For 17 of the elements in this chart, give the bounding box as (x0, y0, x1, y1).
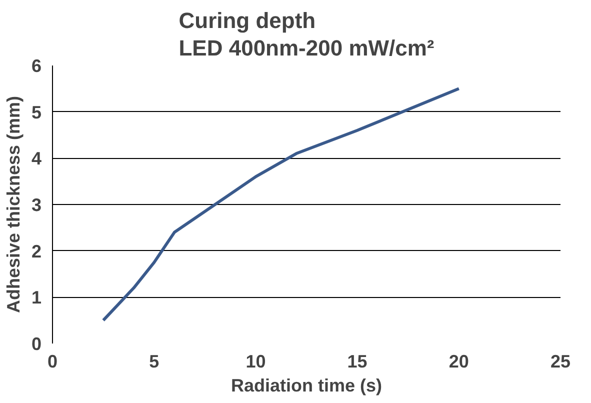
y-tick-label: 1 (31, 288, 42, 308)
x-tick-label: 10 (246, 352, 266, 372)
chart-title: Curing depth LED 400nm-200 mW/cm² (178, 8, 434, 60)
x-tick-label: 0 (47, 352, 58, 372)
y-tick-label: 0 (31, 334, 42, 354)
y-tick-label: 4 (31, 148, 42, 169)
x-axis-title: Radiation time (s) (230, 376, 382, 396)
x-tick-label: 15 (347, 352, 368, 372)
y-tick-label: 5 (31, 102, 42, 122)
x-tick-label: 20 (448, 352, 469, 372)
y-tick-label: 3 (31, 195, 42, 215)
y-tick-label: 6 (31, 56, 42, 76)
line-series (102, 87, 460, 322)
y-axis-title: Adhesive thickness (mm) (3, 96, 24, 314)
x-tick-label: 5 (149, 352, 160, 372)
y-tick-label: 2 (31, 241, 42, 262)
x-tick-label: 25 (550, 352, 571, 372)
